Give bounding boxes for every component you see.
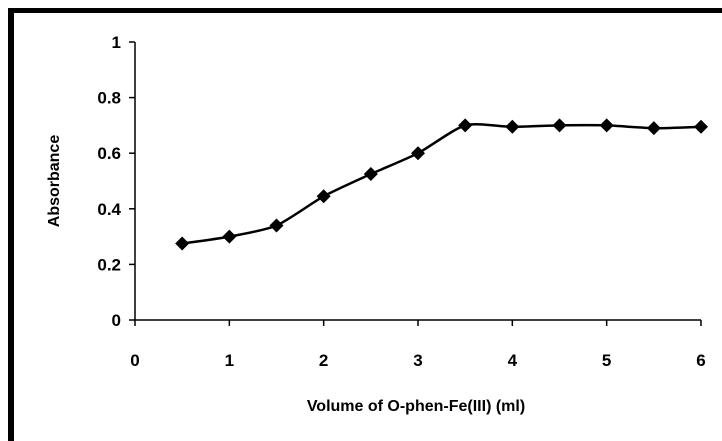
x-tick-label: 6 xyxy=(696,351,705,370)
x-tick-label: 1 xyxy=(225,351,234,370)
tick-marks xyxy=(129,41,702,326)
series-line xyxy=(181,123,702,245)
y-tick-label: 0 xyxy=(112,311,121,330)
x-tick-label: 0 xyxy=(130,351,139,370)
x-tick-label: 3 xyxy=(413,351,422,370)
x-axis-title: Volume of O-phen-Fe(III) (ml) xyxy=(307,398,525,415)
chart-frame xyxy=(8,8,722,441)
x-tick-label: 4 xyxy=(508,351,518,370)
y-axis-title: Absorbance xyxy=(46,135,63,228)
tick-labels: 0 0.2 0.4 0.6 0.8 1 0 1 2 3 4 5 6 xyxy=(97,33,705,370)
data-point xyxy=(552,118,567,133)
y-tick-label: 0.2 xyxy=(97,255,121,274)
y-tick-label: 1 xyxy=(112,33,121,52)
data-point xyxy=(599,118,614,133)
y-tick-label: 0.4 xyxy=(97,200,121,219)
data-point xyxy=(269,218,284,233)
data-point xyxy=(411,146,425,161)
data-point xyxy=(316,189,331,204)
y-tick-label: 0.8 xyxy=(97,89,121,108)
data-point xyxy=(646,121,661,136)
axes xyxy=(134,42,701,321)
data-point xyxy=(694,119,708,134)
x-tick-label: 2 xyxy=(319,351,328,370)
x-tick-label: 5 xyxy=(602,351,611,370)
data-point xyxy=(458,118,473,133)
y-tick-label: 0.6 xyxy=(97,144,121,163)
data-point xyxy=(505,119,520,134)
data-point xyxy=(222,229,237,244)
data-point xyxy=(175,236,190,251)
data-point xyxy=(363,167,378,182)
data-series xyxy=(175,118,708,251)
